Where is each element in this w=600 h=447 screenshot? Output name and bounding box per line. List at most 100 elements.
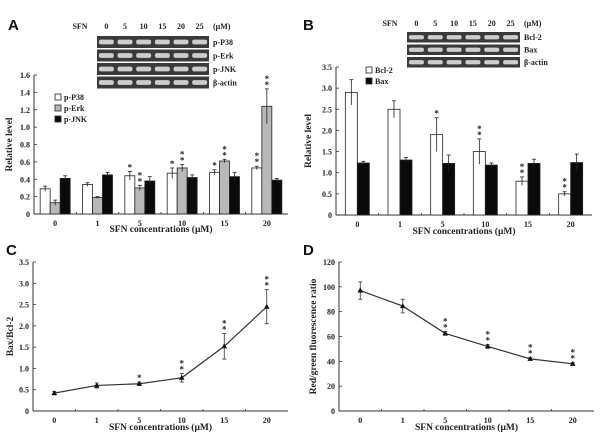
- data-point-0: [357, 287, 364, 293]
- blot-band: [465, 35, 481, 40]
- significance-star: *: [137, 373, 142, 383]
- y-tick-label: 0: [328, 211, 332, 220]
- blot-band: [117, 66, 133, 72]
- blot-band: [154, 80, 170, 85]
- blot-lane-label: 15: [158, 22, 166, 31]
- x-axis-title: SFN concentrations (μM): [412, 226, 515, 237]
- significance-star: *: [265, 80, 270, 90]
- significance-star: *: [180, 365, 185, 375]
- bar-p-JNK-5: [144, 180, 156, 215]
- y-tick-label: 3.0: [322, 84, 332, 93]
- x-tick-label: 20: [569, 416, 577, 425]
- legend-label-p-P38: p-P38: [64, 93, 84, 102]
- significance-star: *: [520, 168, 525, 178]
- x-tick-label: 10: [481, 220, 489, 229]
- blot-band: [427, 60, 443, 65]
- blot-band: [136, 66, 152, 72]
- blot-band: [446, 60, 462, 65]
- significance-star: *: [265, 74, 270, 84]
- y-axis-title: Relative level: [304, 114, 314, 168]
- bar-p-Erk-1: [92, 197, 103, 215]
- blot-row-label-p-Erk: p-Erk: [213, 52, 234, 61]
- blot-band: [192, 66, 208, 72]
- x-tick-label: 5: [441, 220, 445, 229]
- y-tick-label: 1.6: [20, 71, 30, 80]
- y-tick-label: 0.5: [19, 386, 29, 395]
- y-tick-label: 1.5: [322, 148, 332, 157]
- data-point-10: [484, 343, 491, 349]
- bar-p-P38-1: [82, 184, 93, 215]
- blot-band: [465, 47, 481, 52]
- y-tick-label: 2.5: [19, 301, 29, 310]
- x-tick-label: 1: [401, 416, 405, 425]
- blot-band: [503, 47, 519, 52]
- bar-p-P38-20: [251, 167, 263, 215]
- bar-p-P38-5: [124, 175, 136, 215]
- x-tick-label: 5: [138, 219, 142, 228]
- blot-band: [173, 80, 189, 85]
- significance-star: *: [255, 151, 260, 161]
- bar-p-P38-15: [209, 171, 220, 215]
- significance-star: *: [562, 183, 567, 193]
- significance-star: *: [170, 159, 175, 169]
- bar-Bcl-2-1: [387, 108, 401, 216]
- y-tick-label: 0: [25, 407, 29, 416]
- legend-label-p-Erk: p-Erk: [64, 104, 85, 113]
- blot-band: [117, 53, 133, 58]
- significance-star: *: [571, 348, 576, 358]
- data-point-5: [442, 330, 449, 336]
- y-tick-label: 0: [331, 407, 335, 416]
- blot-lane-label: 20: [177, 22, 185, 31]
- blot-band: [503, 60, 519, 65]
- significance-star: *: [265, 281, 270, 291]
- significance-star: *: [222, 319, 227, 329]
- legend-label-Bax: Bax: [375, 77, 388, 86]
- bar-Bcl-2-20: [558, 193, 572, 216]
- y-tick-label: 1.4: [20, 88, 30, 97]
- x-tick-label: 20: [263, 416, 271, 425]
- blot-strip-β-actin: [407, 57, 520, 68]
- significance-star: *: [180, 359, 185, 369]
- y-tick-label: 2.5: [322, 105, 332, 114]
- panel-label-b: B: [303, 17, 314, 34]
- significance-star: *: [528, 343, 533, 353]
- y-tick-label: 0.5: [322, 190, 332, 199]
- series-line: [54, 306, 268, 394]
- blot-band: [136, 53, 152, 58]
- blot-strip-p-P38: [97, 36, 209, 48]
- x-tick-label: 15: [526, 416, 534, 425]
- bar-Bax-1: [399, 159, 413, 216]
- y-tick-label: 0: [26, 210, 30, 219]
- x-tick-label: 0: [358, 416, 362, 425]
- x-tick-label: 1: [95, 416, 99, 425]
- blot-band: [408, 60, 424, 65]
- data-point-1: [93, 382, 100, 388]
- panel-label-c: C: [6, 242, 17, 259]
- significance-star: *: [486, 336, 491, 346]
- bar-p-JNK-1: [102, 174, 113, 215]
- blot-band: [192, 39, 208, 45]
- legend-swatch-p-JNK: [54, 115, 62, 123]
- blot-lane-label: 5: [123, 22, 127, 31]
- blot-strip-Bax: [407, 44, 520, 55]
- y-tick-label: 2.0: [322, 126, 332, 135]
- blot-lane-label: 5: [433, 19, 437, 28]
- blot-band: [173, 39, 189, 45]
- y-tick-label: 0.2: [20, 193, 30, 202]
- x-tick-label: 1: [398, 220, 402, 229]
- blot-row-label-p-JNK: p-JNK: [213, 65, 237, 74]
- blot-band: [484, 47, 500, 52]
- y-tick-label: 80: [327, 308, 335, 317]
- data-point-15: [221, 343, 228, 349]
- y-tick-label: 2.0: [19, 322, 29, 331]
- blot-band: [117, 39, 133, 45]
- blot-lane-label: 0: [414, 19, 418, 28]
- blot-band: [136, 80, 152, 85]
- blot-band: [136, 39, 152, 45]
- y-tick-label: 3.5: [19, 258, 29, 267]
- blot-band: [408, 47, 424, 52]
